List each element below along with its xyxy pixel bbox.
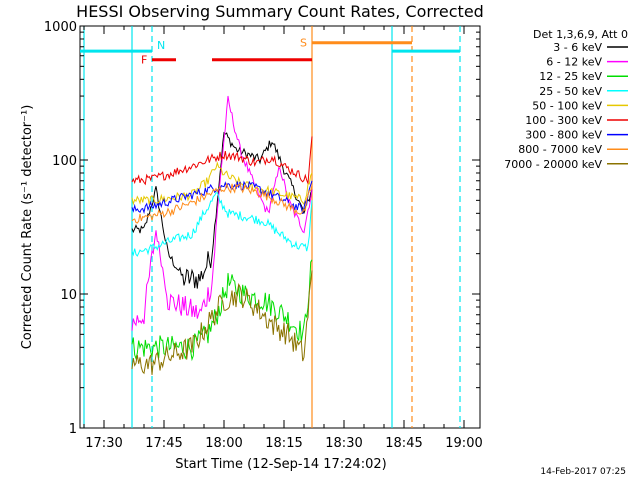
series-line-1: [131, 95, 313, 331]
x-axis-label: Start Time (12-Sep-14 17:24:02): [175, 457, 386, 472]
legend-label-8: 7000 - 20000 keV: [504, 158, 602, 171]
series-line-7: [131, 182, 313, 224]
series-line-5: [131, 136, 313, 186]
legend-label-6: 300 - 800 keV: [525, 129, 602, 142]
y-axis-label: Corrected Count Rate (s⁻¹ detector⁻¹): [20, 105, 35, 350]
x-tick-label-2: 18:00: [205, 436, 242, 451]
legend-label-0: 3 - 6 keV: [553, 41, 602, 54]
x-tick-label-4: 18:30: [325, 436, 362, 451]
series-line-3: [131, 192, 313, 257]
y-tick-label-1: 10: [60, 288, 77, 303]
flag-bars: NF S: [80, 37, 460, 67]
legend-label-2: 12 - 25 keV: [539, 70, 602, 83]
flag-F-label: F: [141, 54, 147, 67]
legend-label-5: 100 - 300 keV: [525, 114, 602, 127]
x-tick-label-5: 18:45: [385, 436, 422, 451]
legend: Det 1,3,6,9, Att 0 3 - 6 keV 6 - 12 keV12…: [504, 28, 628, 171]
legend-label-7: 800 - 7000 keV: [518, 143, 602, 156]
legend-label-3: 25 - 50 keV: [539, 85, 602, 98]
legend-label-4: 50 - 100 keV: [532, 99, 602, 112]
x-tick-label-6: 19:00: [445, 436, 482, 451]
series-line-4: [131, 161, 313, 206]
x-tick-label-0: 17:30: [85, 436, 122, 451]
series-line-8: [131, 270, 313, 375]
x-axis: 17:30 17:45 18:00 18:15 18:30 18:45 19:00: [83, 26, 483, 451]
x-tick-label-1: 17:45: [145, 436, 182, 451]
legend-label-1: 6 - 12 keV: [546, 56, 602, 69]
series-lines: [131, 95, 313, 375]
y-tick-label-3: 1000: [44, 20, 77, 35]
x-tick-label-3: 18:15: [265, 436, 302, 451]
y-axis: 1 10 100 1000: [44, 20, 480, 437]
vertical-markers: [83, 26, 461, 428]
flag-S-label: S: [300, 37, 307, 50]
chart-title: HESSI Observing Summary Count Rates, Cor…: [76, 2, 484, 21]
legend-header: Det 1,3,6,9, Att 0: [533, 28, 628, 41]
flag-N-label: N: [157, 39, 165, 52]
y-tick-label-0: 1: [69, 422, 77, 437]
timestamp: 14-Feb-2017 07:25: [540, 467, 626, 477]
y-tick-label-2: 100: [52, 154, 77, 169]
plot-frame: [79, 25, 481, 429]
